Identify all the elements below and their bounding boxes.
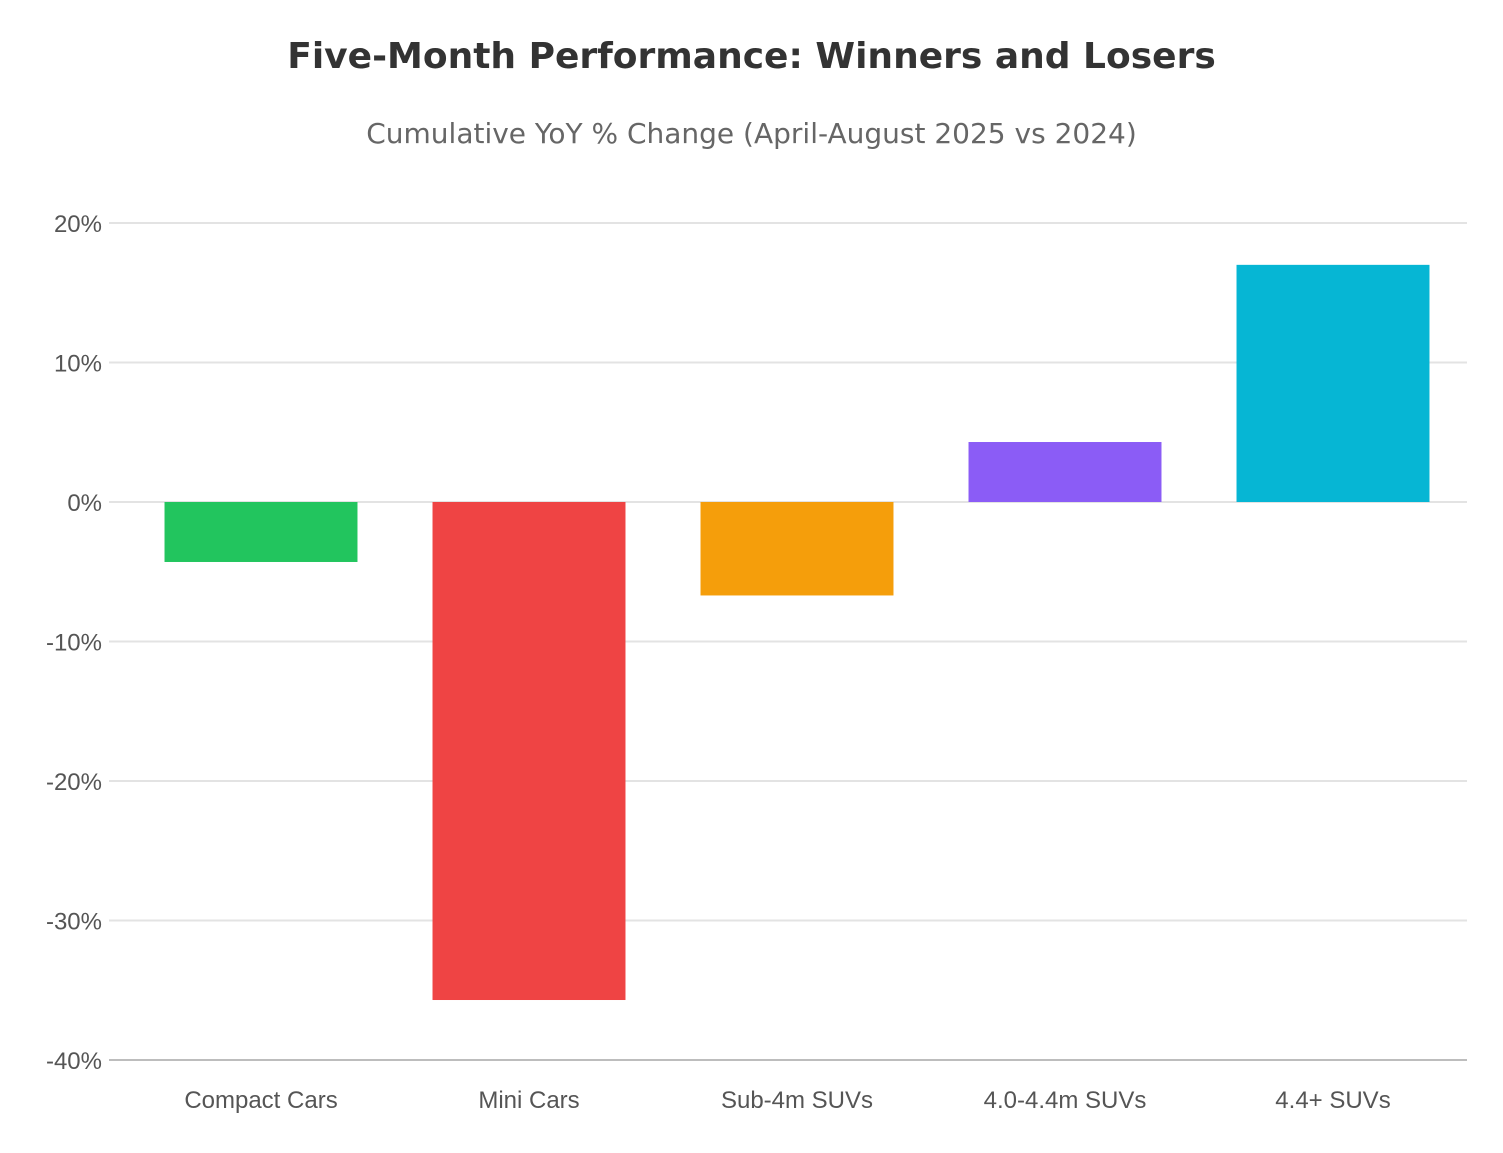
x-tick-label: Sub-4m SUVs — [721, 1087, 873, 1114]
y-tick-label: -30% — [46, 909, 102, 936]
y-axis-ticks: 20% 10% 0% -10% -20% -30% -40% — [46, 211, 102, 1075]
x-tick-label: Mini Cars — [478, 1087, 579, 1114]
chart-subtitle: Cumulative YoY % Change (April-August 20… — [366, 117, 1137, 150]
x-tick-label: 4.4+ SUVs — [1275, 1087, 1390, 1114]
y-tick-label: 20% — [54, 211, 102, 238]
y-tick-label: -20% — [46, 769, 102, 796]
y-tick-label: -40% — [46, 1048, 102, 1075]
y-tick-label: 10% — [54, 351, 102, 378]
bar-sub-4m-suvs — [700, 502, 894, 596]
y-tick-label: 0% — [67, 490, 102, 517]
chart-title: Five-Month Performance: Winners and Lose… — [287, 36, 1216, 77]
x-tick-label: Compact Cars — [184, 1087, 337, 1114]
bar-mini-cars — [432, 502, 626, 1001]
bar-4-0-4-4m-suvs — [968, 442, 1162, 502]
bar-compact-cars — [164, 502, 358, 562]
x-tick-label: 4.0-4.4m SUVs — [984, 1087, 1147, 1114]
bars — [164, 264, 1430, 1001]
x-axis-labels: Compact Cars Mini Cars Sub-4m SUVs 4.0-4.4m… — [184, 1087, 1390, 1114]
y-tick-label: -10% — [46, 630, 102, 657]
bar-4-4-suvs — [1236, 264, 1430, 502]
